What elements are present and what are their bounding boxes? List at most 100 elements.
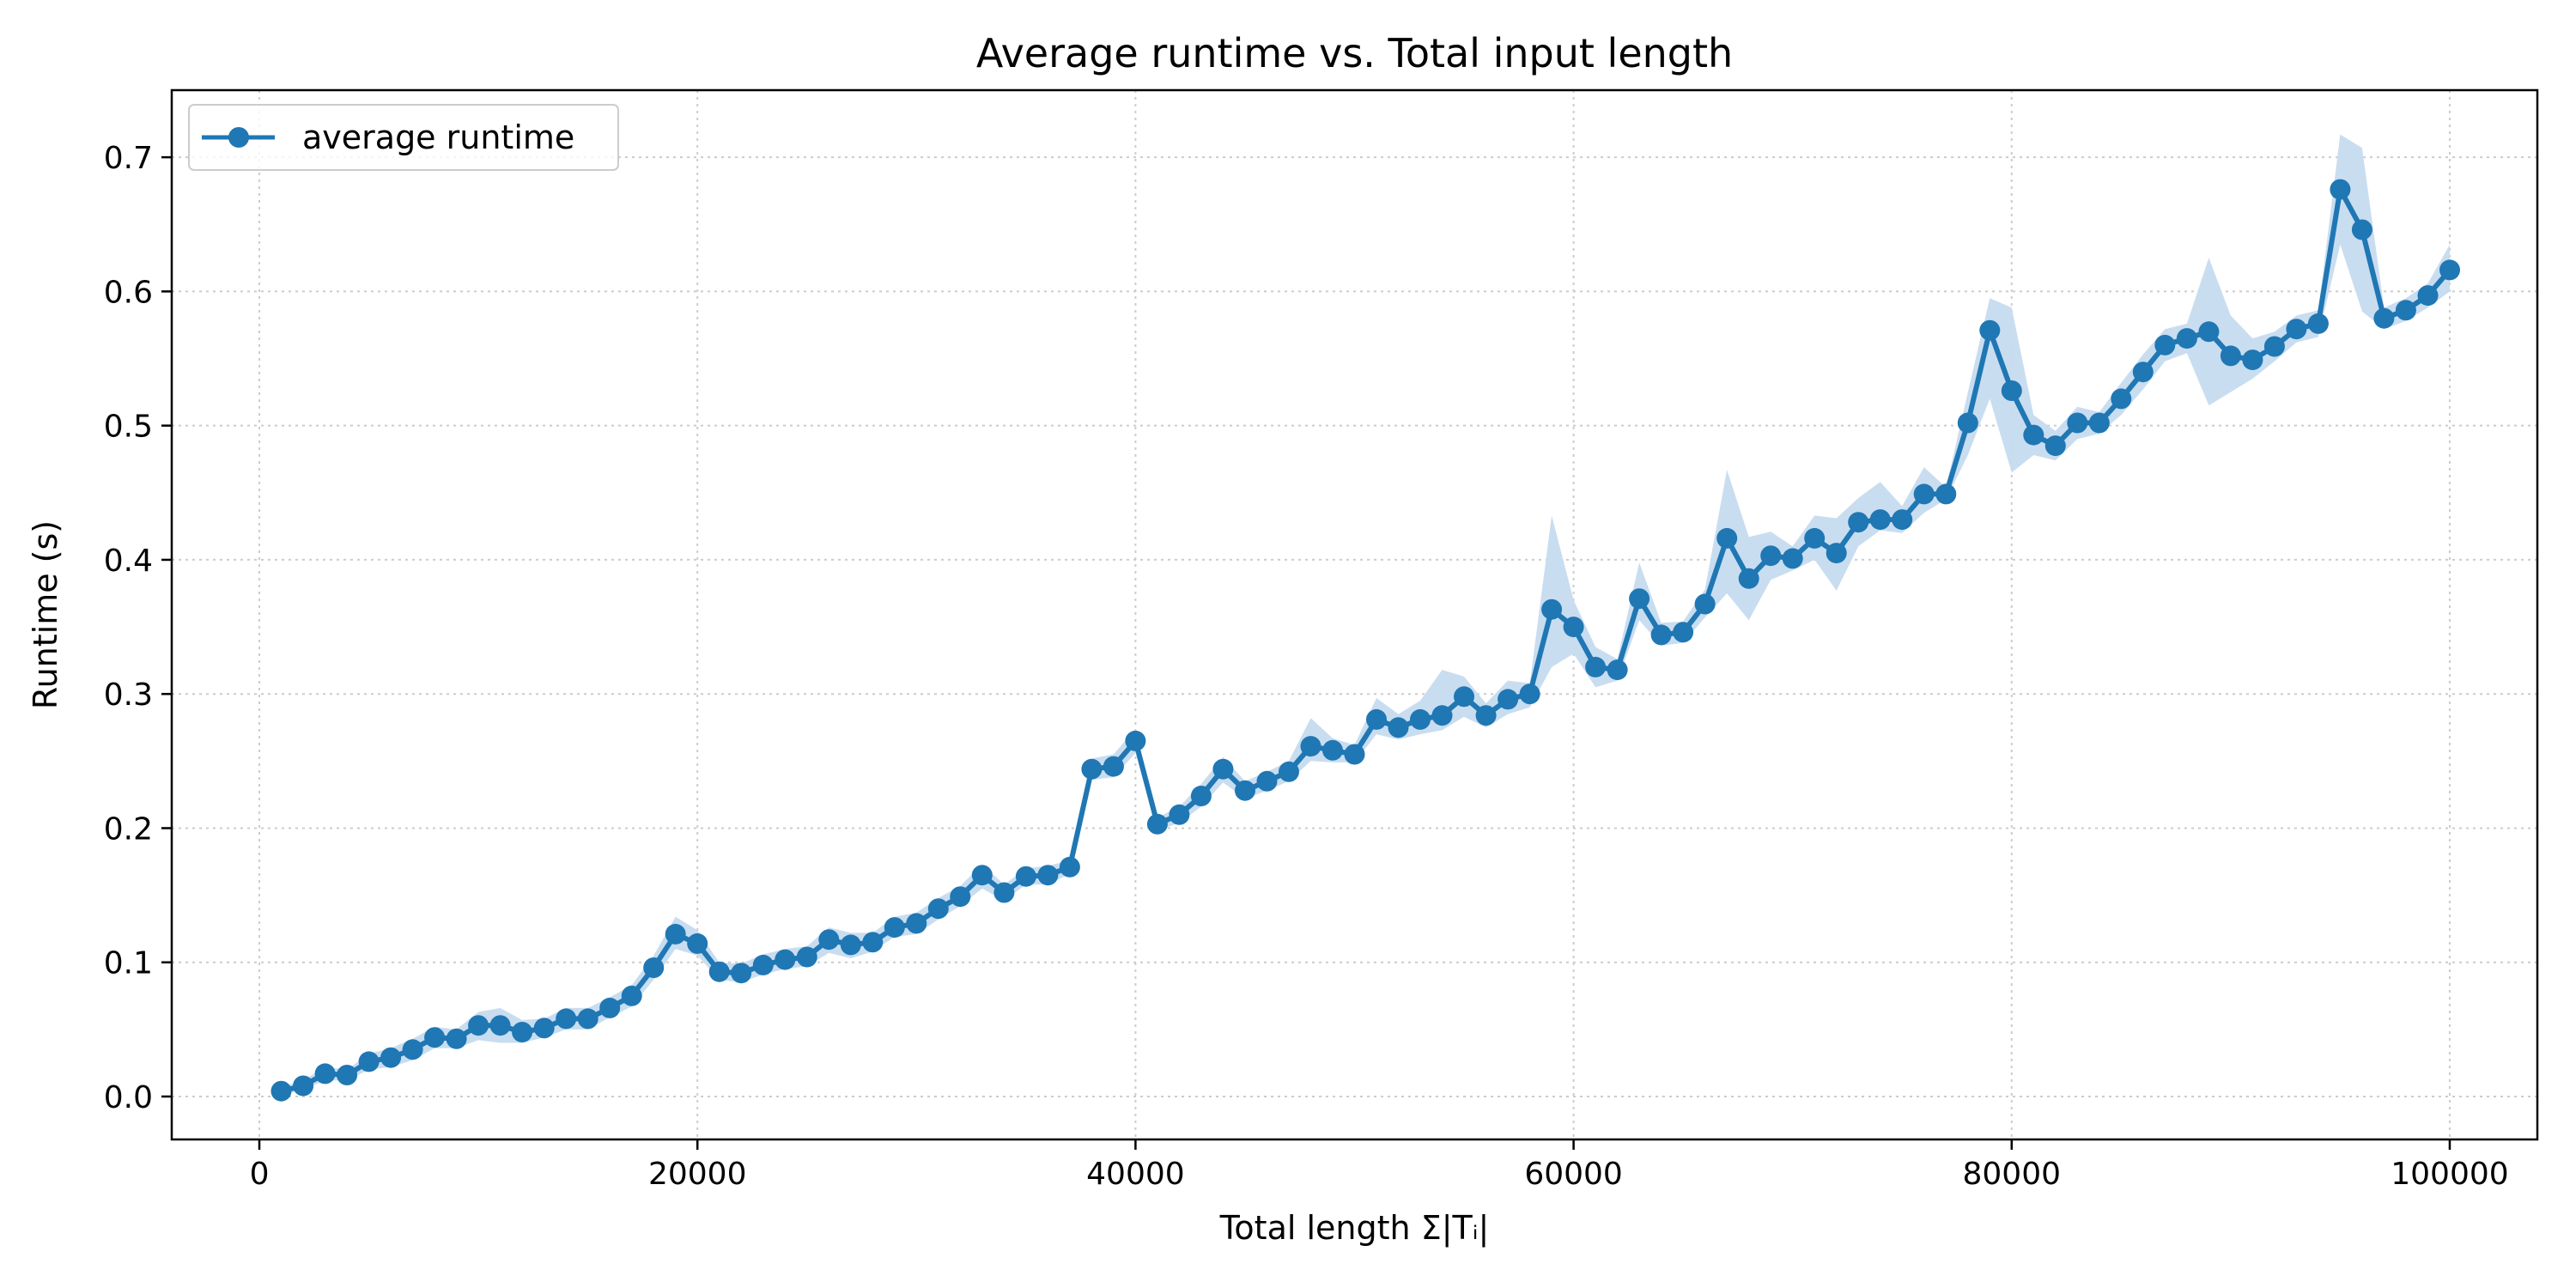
data-point xyxy=(1146,813,1168,835)
data-point xyxy=(1629,588,1650,610)
data-point xyxy=(1738,568,1759,589)
data-point xyxy=(2286,319,2307,340)
y-tick-label: 0.1 xyxy=(104,946,153,981)
data-point xyxy=(1935,483,1957,505)
data-point xyxy=(512,1022,533,1042)
data-point xyxy=(446,1028,467,1049)
data-point xyxy=(599,997,621,1018)
data-point xyxy=(731,963,752,984)
data-point xyxy=(1366,708,1387,730)
data-point xyxy=(708,961,730,982)
data-point xyxy=(687,933,708,954)
data-point xyxy=(1279,761,1299,782)
data-point xyxy=(1322,739,1343,761)
data-point xyxy=(1892,509,1913,531)
data-point xyxy=(2154,334,2176,355)
data-point xyxy=(402,1039,423,1060)
data-point xyxy=(1059,856,1080,878)
data-point xyxy=(1190,786,1212,806)
data-point xyxy=(1563,617,1584,638)
plot-area-frame xyxy=(170,88,2539,1141)
data-point xyxy=(1256,770,1278,792)
x-tick-label: 20000 xyxy=(648,1157,747,1192)
data-point xyxy=(1037,865,1059,886)
data-point xyxy=(424,1027,446,1048)
y-tick-label: 0.3 xyxy=(104,677,153,713)
data-point xyxy=(468,1015,489,1036)
data-point xyxy=(2111,388,2132,410)
x-tick-label: 100000 xyxy=(2391,1157,2508,1192)
y-tick-label: 0.6 xyxy=(104,275,153,310)
data-point xyxy=(1673,622,1694,643)
data-point xyxy=(752,954,774,975)
data-point xyxy=(1804,527,1826,549)
y-tick-label: 0.4 xyxy=(104,544,153,579)
x-tick-label: 40000 xyxy=(1086,1157,1185,1192)
data-point xyxy=(1431,705,1453,726)
data-point xyxy=(270,1080,292,1102)
data-point xyxy=(1607,659,1628,681)
data-point xyxy=(906,913,927,934)
data-point xyxy=(1869,509,1891,531)
data-point xyxy=(1519,683,1540,705)
legend-box xyxy=(188,104,619,171)
data-point xyxy=(2439,259,2460,281)
data-point xyxy=(314,1063,336,1084)
data-point xyxy=(1454,686,1474,708)
data-point xyxy=(1081,758,1103,780)
data-point xyxy=(1760,545,1782,567)
data-point xyxy=(1826,543,1847,564)
x-tick-label: 60000 xyxy=(1524,1157,1623,1192)
data-point xyxy=(577,1008,598,1030)
data-point xyxy=(665,923,686,945)
data-point xyxy=(533,1018,555,1039)
data-point xyxy=(1235,780,1255,801)
data-point xyxy=(643,957,665,978)
chart-title: Average runtime vs. Total input length xyxy=(976,30,1733,76)
data-point xyxy=(489,1015,511,1036)
data-point xyxy=(2307,313,2329,334)
data-point xyxy=(1212,758,1234,780)
y-tick-label: 0.5 xyxy=(104,410,153,445)
series-line-layer xyxy=(280,186,2452,1094)
data-point xyxy=(1015,866,1036,887)
data-point xyxy=(840,934,861,956)
data-point xyxy=(2088,412,2110,434)
data-point xyxy=(1125,730,1146,751)
data-point xyxy=(1169,804,1190,825)
data-point xyxy=(2242,349,2263,371)
data-point xyxy=(1300,736,1321,757)
data-point xyxy=(1913,483,1935,505)
data-point xyxy=(621,985,642,1006)
y-tick-label: 0.7 xyxy=(104,141,153,176)
data-point xyxy=(2198,321,2220,343)
data-point xyxy=(1716,527,1738,549)
data-point xyxy=(556,1008,577,1030)
data-point xyxy=(950,886,971,908)
data-point xyxy=(2067,412,2088,434)
legend-entry-average-runtime: average runtime xyxy=(302,118,574,156)
data-point xyxy=(927,898,949,920)
data-point xyxy=(1585,656,1607,677)
legend-marker-swatch xyxy=(228,127,249,148)
data-point xyxy=(337,1065,358,1085)
y-axis-label: Runtime (s) xyxy=(27,520,64,709)
data-point xyxy=(2417,285,2439,307)
data-point xyxy=(1782,548,1803,569)
x-tick-label: 80000 xyxy=(1963,1157,2062,1192)
data-point xyxy=(2373,307,2395,329)
data-point xyxy=(2220,345,2241,367)
data-point xyxy=(1475,705,1497,726)
data-point xyxy=(2395,300,2416,321)
data-point xyxy=(380,1047,402,1068)
data-point xyxy=(796,946,817,968)
data-point xyxy=(293,1075,314,1097)
data-point xyxy=(2263,336,2285,357)
x-tick-label: 0 xyxy=(250,1157,270,1192)
data-point xyxy=(358,1051,380,1072)
x-axis-label: Total length Σ|Tᵢ| xyxy=(1219,1209,1490,1248)
data-point xyxy=(775,949,796,970)
data-point xyxy=(971,865,993,886)
